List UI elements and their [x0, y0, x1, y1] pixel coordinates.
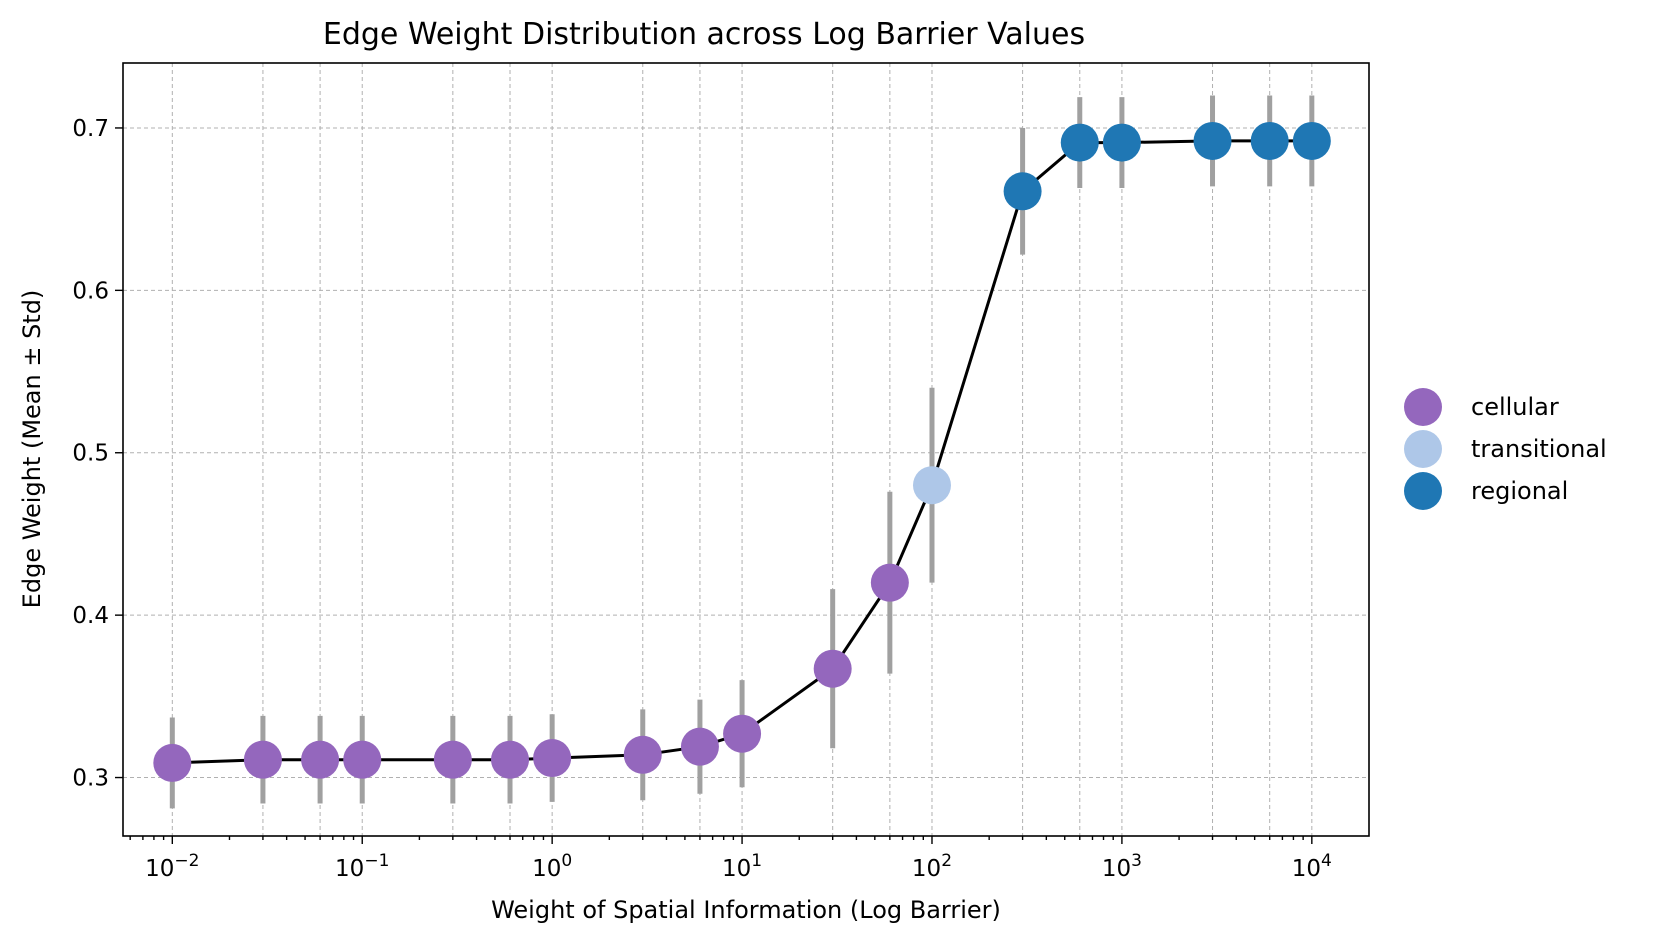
data-point-cellular [533, 739, 572, 778]
data-point-regional [1060, 123, 1099, 162]
x-tick-label: 104 [1292, 851, 1332, 882]
chart-title: Edge Weight Distribution across Log Barr… [323, 17, 1085, 52]
legend-marker-regional [1404, 472, 1442, 510]
y-tick-label: 0.4 [72, 603, 109, 629]
data-point-regional [1292, 121, 1331, 160]
legend-label-regional: regional [1471, 477, 1568, 505]
x-tick-exponent: −2 [174, 851, 199, 871]
data-point-regional [1250, 121, 1289, 160]
x-tick-label: 103 [1102, 851, 1142, 882]
x-tick-base: 10 [1292, 856, 1321, 882]
y-tick-label: 0.3 [72, 766, 109, 792]
data-point-regional [1003, 172, 1042, 211]
data-point-cellular [680, 727, 719, 766]
x-tick-exponent: 1 [751, 851, 762, 871]
legend: cellular transitional regional [1404, 388, 1607, 510]
data-point-cellular [343, 740, 382, 779]
x-tick-base: 10 [532, 856, 561, 882]
data-point-cellular [491, 740, 530, 779]
x-tick-label: 101 [722, 851, 762, 882]
x-tick-exponent: 2 [941, 851, 952, 871]
data-point-regional [1193, 121, 1232, 160]
x-tick-exponent: 3 [1131, 851, 1142, 871]
x-tick-exponent: 4 [1321, 851, 1332, 871]
data-point-regional [1102, 123, 1141, 162]
data-point-cellular [153, 743, 192, 782]
legend-label-cellular: cellular [1471, 393, 1559, 421]
y-tick-label: 0.5 [72, 441, 109, 467]
data-point-cellular [870, 563, 909, 602]
y-tick-label: 0.7 [72, 116, 109, 142]
data-point-cellular [243, 740, 282, 779]
data-points [153, 121, 1331, 782]
data-point-cellular [623, 735, 662, 774]
x-tick-label: 10−2 [145, 851, 199, 882]
data-point-cellular [301, 740, 340, 779]
x-tick-label: 10−1 [335, 851, 389, 882]
x-tick-base: 10 [912, 856, 941, 882]
y-tick-label: 0.6 [72, 278, 109, 304]
axis-ticks: 0.30.40.50.60.710−2 10−1 100 101 102 103 104 [72, 116, 1331, 882]
x-tick-base: 10 [722, 856, 751, 882]
grid-lines [123, 63, 1369, 836]
x-axis-label: Weight of Spatial Information (Log Barri… [491, 896, 1001, 924]
x-tick-label: 102 [912, 851, 952, 882]
legend-label-transitional: transitional [1471, 435, 1607, 463]
data-point-cellular [813, 649, 852, 688]
x-tick-base: 10 [145, 856, 174, 882]
y-axis-label: Edge Weight (Mean ± Std) [18, 290, 46, 609]
x-tick-base: 10 [335, 856, 364, 882]
x-tick-exponent: 0 [561, 851, 572, 871]
x-tick-label: 100 [532, 851, 572, 882]
data-point-cellular [433, 740, 472, 779]
plot-frame [122, 62, 1370, 837]
legend-marker-transitional [1404, 430, 1442, 468]
x-tick-base: 10 [1102, 856, 1131, 882]
x-tick-exponent: −1 [364, 851, 389, 871]
data-point-cellular [723, 714, 762, 753]
data-point-transitional [912, 466, 951, 505]
legend-marker-cellular [1404, 388, 1442, 426]
